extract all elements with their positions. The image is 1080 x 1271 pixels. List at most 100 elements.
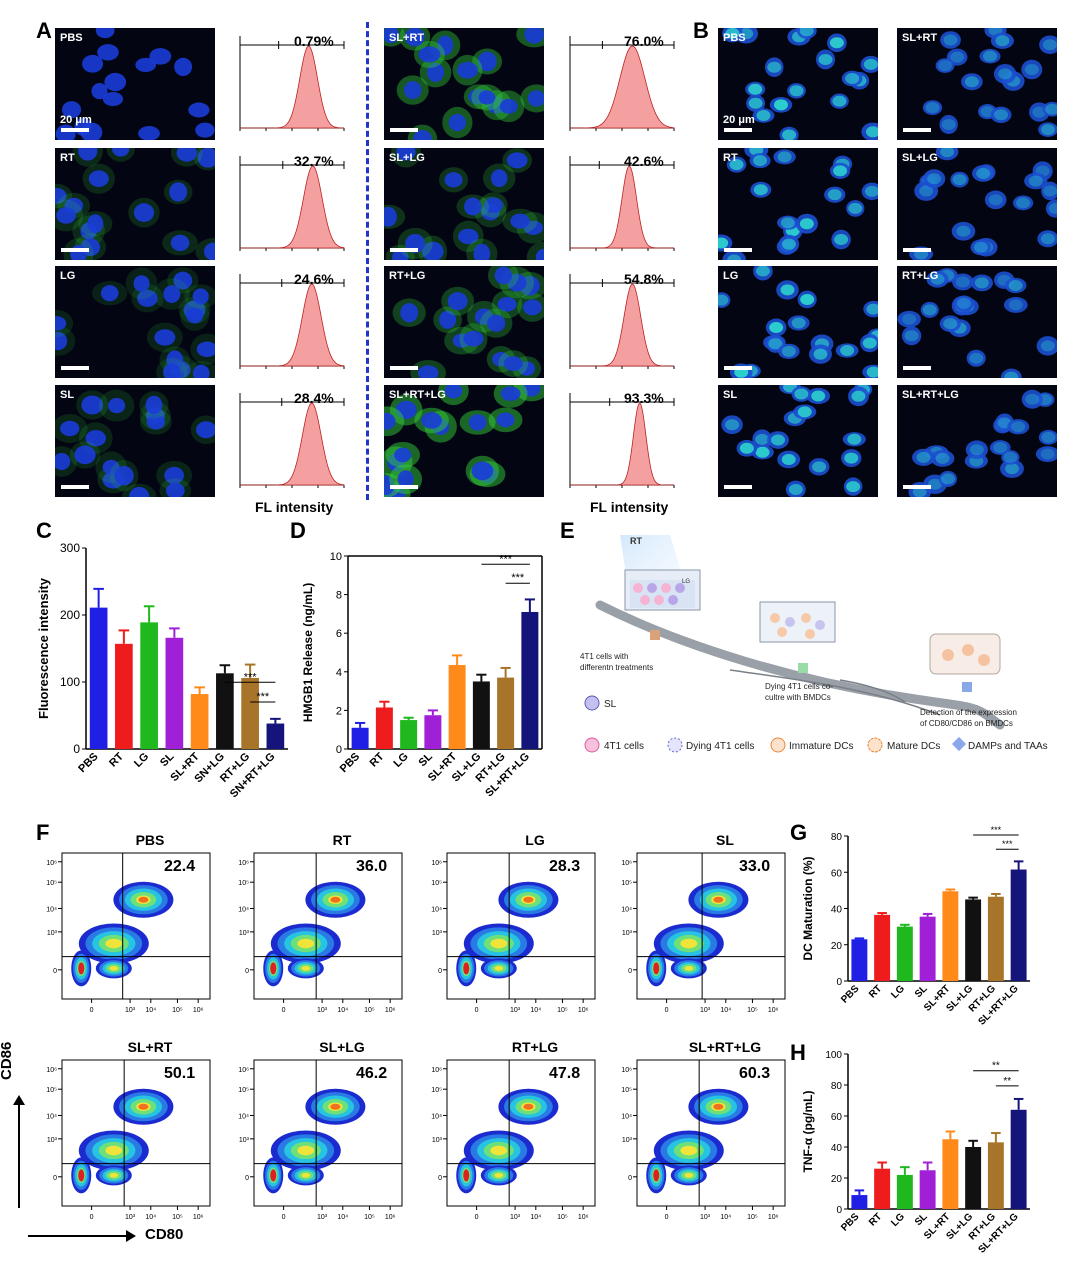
histogram-curve (240, 402, 345, 486)
y-tick-label: 40 (831, 1143, 843, 1154)
x-tick-label: 10³ (317, 1007, 328, 1014)
density-peak (713, 1103, 724, 1110)
y-tick-label: 0 (438, 1175, 442, 1182)
step3-line1: Detection of the expression (920, 708, 1017, 717)
y-tick-label: 200 (60, 608, 80, 622)
x-tick-label: 0 (665, 1007, 669, 1014)
bar-SL (424, 715, 442, 749)
significance-label: *** (1002, 839, 1013, 849)
bar-RT+LG (987, 896, 1004, 981)
micrograph-a-cells-5 (384, 148, 544, 260)
histogram-curve (570, 45, 675, 129)
flow-plot-pct: 33.0 (739, 858, 771, 875)
x-tick-label: 0 (282, 1007, 286, 1014)
micrograph-b-cells-2 (718, 148, 878, 260)
x-tick-label: 10⁶ (385, 1007, 396, 1014)
density-contour (684, 965, 694, 971)
histogram-a-pct: 42.6% (624, 153, 664, 169)
flow-plot-title: RT (332, 832, 352, 848)
micrograph-b-3: SL+LG (897, 148, 1057, 260)
x-tick-label: 10⁵ (172, 1007, 183, 1014)
panel-f-y-arrowhead (13, 1095, 25, 1105)
panel-label-d: D (290, 518, 306, 543)
flow-plot-0: 0 10³ 10⁴ 10⁵ 10⁶ 0 10³ 10⁴ 10⁵ 10⁶ (46, 852, 211, 1014)
step-marker-3 (962, 682, 972, 692)
flow-plot-4: 0 10³ 10⁴ 10⁵ 10⁶ 0 10³ 10⁴ 10⁵ 10⁶ (46, 1059, 211, 1221)
y-tick-label: 8 (336, 590, 342, 602)
bar-LG (140, 622, 158, 749)
flow-plot-2: 0 10³ 10⁴ 10⁵ 10⁶ 0 10³ 10⁴ 10⁵ 10⁶ (431, 852, 596, 1014)
legend-immature-icon (770, 737, 786, 753)
category-label: SL (158, 750, 177, 769)
y-tick-label: 0 (53, 1175, 57, 1182)
density-contour (297, 938, 315, 949)
process-arrow (595, 600, 1005, 730)
scale-bar (390, 485, 418, 489)
histogram-a-pct: 28.4% (294, 390, 334, 406)
bar-SL+LG (965, 899, 982, 981)
density-contour (109, 1172, 119, 1178)
flow-plot-pct: 22.4 (164, 858, 196, 875)
bar-SL+RT (190, 694, 209, 749)
histogram-a-7 (562, 385, 677, 497)
scale-bar-label: 20 μm (723, 114, 755, 126)
micrograph-a-label: LG (60, 270, 76, 282)
bar-SL+LG (965, 1147, 982, 1209)
step2-line1: Dying 4T1 cells co- (765, 682, 833, 691)
micrograph-a-3: SL (55, 385, 215, 497)
legend-mature: Mature DCs (887, 741, 940, 752)
density-peak (653, 1169, 660, 1182)
category-label: PBS (839, 983, 862, 1006)
histogram-a-2 (232, 266, 347, 378)
y-tick-label: 10⁴ (621, 906, 632, 913)
y-tick-label: 0 (245, 1175, 249, 1182)
y-tick-label: 10⁶ (46, 1067, 57, 1074)
histogram-a-3 (232, 385, 347, 497)
histogram-a-pct: 32.7% (294, 153, 334, 169)
micrograph-b-label: RT (723, 152, 738, 164)
x-tick-label: 10⁴ (530, 1214, 541, 1221)
histogram-curve (570, 165, 674, 249)
category-label: RT (867, 1211, 884, 1228)
micrograph-a-cells-0 (55, 28, 215, 140)
density-contour (301, 965, 311, 971)
y-axis-label: Fluorescence intensity (36, 577, 51, 719)
flow-plot-6: 0 10³ 10⁴ 10⁵ 10⁶ 0 10³ 10⁴ 10⁵ 10⁶ (431, 1059, 596, 1221)
y-tick-label: 10⁵ (431, 880, 442, 887)
y-tick-label: 10⁴ (431, 906, 442, 913)
y-tick-label: 80 (831, 1081, 843, 1092)
y-tick-label: 100 (825, 1050, 842, 1061)
y-tick-label: 6 (336, 628, 342, 640)
category-label: SL (417, 750, 436, 769)
micrograph-b-cells-6 (721, 385, 873, 497)
y-tick-label: 10⁵ (431, 1087, 442, 1094)
x-tick-label: 10⁵ (172, 1214, 183, 1221)
y-tick-label: 20 (831, 941, 843, 952)
x-tick-label: 10⁶ (385, 1214, 396, 1221)
micrograph-a-label: SL (60, 389, 75, 401)
x-tick-label: 10⁴ (145, 1214, 156, 1221)
legend-dying-icon (667, 737, 683, 753)
x-tick-label: 10⁴ (530, 1007, 541, 1014)
x-tick-label: 10⁵ (364, 1214, 375, 1221)
micrograph-a-1: RT (55, 148, 215, 260)
density-contour (494, 965, 504, 971)
scale-bar (724, 248, 752, 252)
density-peak (138, 1103, 149, 1110)
y-tick-label: 10³ (47, 930, 58, 937)
density-peak (463, 1169, 470, 1182)
y-tick-label: 10⁴ (238, 1113, 249, 1120)
bar-SL+LG (472, 681, 490, 749)
x-tick-label: 10⁴ (337, 1007, 348, 1014)
micrograph-b-cells-4 (718, 266, 878, 378)
density-peak (463, 962, 470, 975)
panel-e-schematic: RT LG 4T1 cells with differentn treatmen… (580, 535, 1048, 753)
x-tick-label: 0 (475, 1214, 479, 1221)
x-tick-label: 10⁵ (364, 1007, 375, 1014)
flow-plot-title: RT+LG (511, 1039, 559, 1055)
y-tick-label: 10⁵ (621, 880, 632, 887)
micrograph-a-cells-2 (55, 267, 215, 378)
legend-4t1: 4T1 cells (604, 741, 644, 752)
micrograph-b-label: SL (723, 389, 738, 401)
density-contour (490, 938, 508, 949)
